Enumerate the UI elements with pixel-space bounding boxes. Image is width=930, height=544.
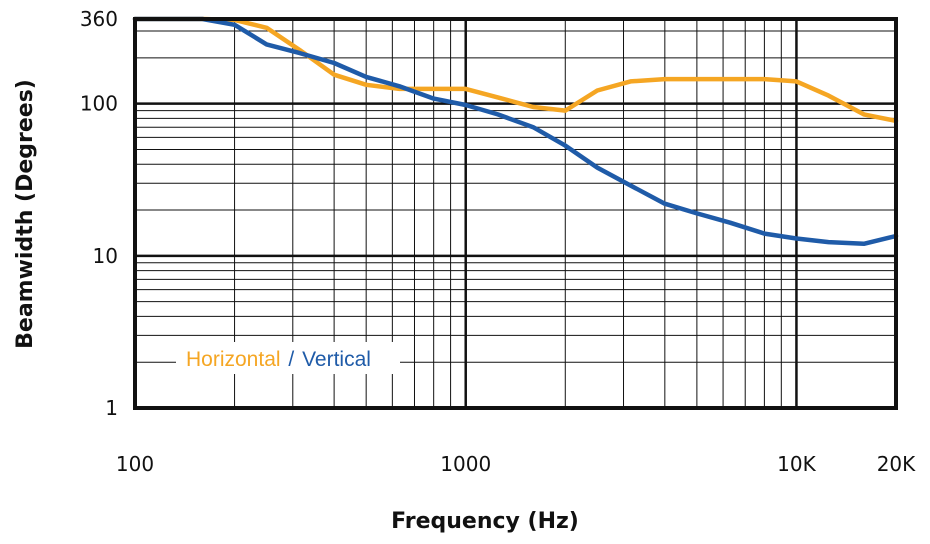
y-tick-labels: 1 10 100 360 (80, 7, 118, 420)
series-line-vertical (132, 16, 899, 247)
legend-separator: / (288, 348, 294, 371)
y-axis-title: Beamwidth (Degrees) (13, 79, 38, 349)
legend-vertical: Vertical (302, 348, 371, 371)
legend-box (176, 342, 400, 374)
x-tick-label: 100 (116, 452, 154, 476)
x-tick-label: 1000 (440, 452, 491, 476)
y-tick-label: 1 (105, 396, 118, 420)
y-tick-label: 100 (80, 92, 118, 116)
legend: Horizontal / Vertical (176, 342, 400, 374)
plot-frame (133, 17, 898, 410)
x-tick-label: 10K (777, 452, 816, 476)
series-line-horizontal (132, 16, 899, 124)
x-tick-labels: 100 1000 10K 20K (116, 452, 916, 476)
y-tick-label: 10 (93, 244, 118, 268)
x-tick-label: 20K (877, 452, 916, 476)
legend-text: Horizontal / Vertical (186, 348, 371, 371)
series-layer (132, 16, 899, 247)
x-axis-title: Frequency (Hz) (391, 509, 579, 534)
legend-horizontal: Horizontal (186, 348, 281, 371)
y-tick-label: 360 (80, 7, 118, 31)
minor-grid (135, 19, 896, 408)
